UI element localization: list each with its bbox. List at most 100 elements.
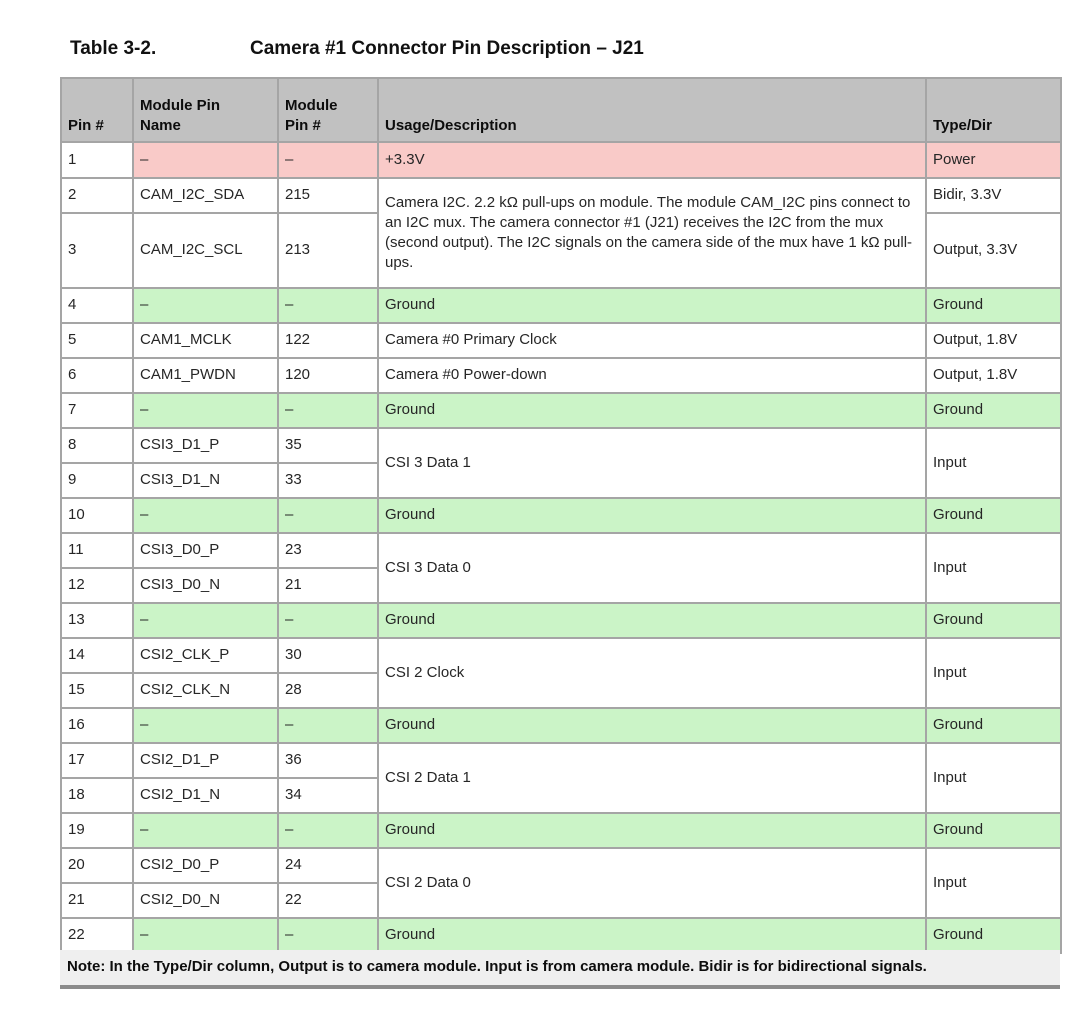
module-pin-num-cell: 36	[277, 742, 379, 779]
type-dir-cell: Input	[925, 847, 1062, 919]
usage-cell: Camera I2C. 2.2 kΩ pull-ups on module. T…	[377, 177, 927, 289]
table-row: 22 – – Ground Ground	[60, 917, 1062, 954]
pin-cell: 8	[60, 427, 134, 464]
usage-cell: Ground	[377, 707, 927, 744]
pin-cell: 13	[60, 602, 134, 639]
module-pin-name-cell: CSI3_D1_N	[132, 462, 279, 499]
module-pin-num-cell: –	[277, 602, 379, 639]
table-row: 3 CAM_I2C_SCL 213 Output, 3.3V	[60, 212, 1062, 289]
table-row: 7 – – Ground Ground	[60, 392, 1062, 429]
type-dir-cell: Input	[925, 427, 1062, 499]
table-row: 1 – – +3.3V Power	[60, 141, 1062, 179]
pin-cell: 18	[60, 777, 134, 814]
pin-cell: 2	[60, 177, 134, 214]
usage-cell: CSI 3 Data 1	[377, 427, 927, 499]
table-caption-label: Table 3-2.	[70, 38, 157, 59]
module-pin-num-cell: 34	[277, 777, 379, 814]
pin-cell: 15	[60, 672, 134, 709]
table-row: 15 CSI2_CLK_N 28	[60, 672, 1061, 709]
type-dir-cell: Power	[925, 141, 1062, 179]
module-pin-num-cell: 215	[277, 177, 379, 214]
type-dir-cell: Input	[925, 532, 1062, 604]
type-dir-cell: Ground	[925, 707, 1062, 744]
module-pin-name-cell: –	[132, 287, 279, 324]
module-pin-num-cell: –	[277, 707, 379, 744]
type-dir-cell: Input	[925, 742, 1062, 814]
header-usage-description: Usage/Description	[377, 77, 927, 143]
module-pin-num-cell: 213	[277, 212, 379, 289]
module-pin-num-cell: 28	[277, 672, 379, 709]
table-row: 11 CSI3_D0_P 23 CSI 3 Data 0 Input	[60, 532, 1062, 604]
pin-cell: 20	[60, 847, 134, 884]
table-row: 4 – – Ground Ground	[60, 287, 1062, 324]
pin-cell: 7	[60, 392, 134, 429]
header-module-pin-name: Module Pin Name	[132, 77, 279, 143]
module-pin-name-cell: CAM_I2C_SCL	[132, 212, 279, 289]
table-row: 20 CSI2_D0_P 24 CSI 2 Data 0 Input	[60, 847, 1062, 919]
table-row: 18 CSI2_D1_N 34	[60, 777, 1061, 814]
pin-cell: 19	[60, 812, 134, 849]
usage-cell: Ground	[377, 602, 927, 639]
module-pin-name-cell: –	[132, 812, 279, 849]
pin-cell: 17	[60, 742, 134, 779]
header-pin: Pin #	[60, 77, 134, 143]
pin-cell: 5	[60, 322, 134, 359]
usage-cell: Ground	[377, 812, 927, 849]
table-row: 19 – – Ground Ground	[60, 812, 1062, 849]
usage-cell: CSI 3 Data 0	[377, 532, 927, 604]
pin-cell: 11	[60, 532, 134, 569]
module-pin-num-cell: –	[277, 287, 379, 324]
module-pin-name-cell: –	[132, 917, 279, 954]
pin-cell: 21	[60, 882, 134, 919]
type-dir-cell: Ground	[925, 812, 1062, 849]
table-row: 6 CAM1_PWDN 120 Camera #0 Power-down Out…	[60, 357, 1062, 394]
table-header-row: Pin # Module Pin Name Module Pin # Usage/D…	[60, 77, 1062, 143]
type-dir-cell: Ground	[925, 497, 1062, 534]
module-pin-num-cell: –	[277, 392, 379, 429]
module-pin-num-cell: 122	[277, 322, 379, 359]
module-pin-name-cell: CSI3_D1_P	[132, 427, 279, 464]
module-pin-name-cell: CAM_I2C_SDA	[132, 177, 279, 214]
module-pin-num-cell: –	[277, 917, 379, 954]
module-pin-name-cell: CSI2_D1_N	[132, 777, 279, 814]
pin-cell: 12	[60, 567, 134, 604]
type-dir-cell: Output, 3.3V	[925, 212, 1062, 289]
module-pin-name-cell: –	[132, 707, 279, 744]
table-row: 14 CSI2_CLK_P 30 CSI 2 Clock Input	[60, 637, 1062, 709]
module-pin-num-cell: 24	[277, 847, 379, 884]
module-pin-name-cell: CSI2_D0_N	[132, 882, 279, 919]
type-dir-cell: Ground	[925, 602, 1062, 639]
usage-cell: CSI 2 Clock	[377, 637, 927, 709]
module-pin-num-cell: 120	[277, 357, 379, 394]
header-module-pin-num: Module Pin #	[277, 77, 379, 143]
header-type-dir: Type/Dir	[925, 77, 1062, 143]
pin-cell: 3	[60, 212, 134, 289]
module-pin-name-cell: CSI2_CLK_P	[132, 637, 279, 674]
module-pin-num-cell: 21	[277, 567, 379, 604]
usage-cell: Camera #0 Power-down	[377, 357, 927, 394]
module-pin-name-cell: CSI2_D0_P	[132, 847, 279, 884]
module-pin-num-cell: –	[277, 812, 379, 849]
module-pin-num-cell: 30	[277, 637, 379, 674]
pin-cell: 10	[60, 497, 134, 534]
table-caption-title: Camera #1 Connector Pin Description – J2…	[250, 38, 644, 59]
module-pin-name-cell: CAM1_PWDN	[132, 357, 279, 394]
table-row: 10 – – Ground Ground	[60, 497, 1062, 534]
module-pin-name-cell: CSI3_D0_P	[132, 532, 279, 569]
pin-description-table: Pin # Module Pin Name Module Pin # Usage/D…	[60, 77, 1062, 954]
table-row: 9 CSI3_D1_N 33	[60, 462, 1061, 499]
type-dir-cell: Output, 1.8V	[925, 322, 1062, 359]
pin-cell: 6	[60, 357, 134, 394]
module-pin-name-cell: –	[132, 141, 279, 179]
module-pin-num-cell: –	[277, 141, 379, 179]
module-pin-name-cell: CSI2_CLK_N	[132, 672, 279, 709]
usage-cell: Ground	[377, 497, 927, 534]
table-row: 17 CSI2_D1_P 36 CSI 2 Data 1 Input	[60, 742, 1062, 814]
pin-cell: 14	[60, 637, 134, 674]
type-dir-cell: Ground	[925, 287, 1062, 324]
pin-cell: 9	[60, 462, 134, 499]
module-pin-name-cell: –	[132, 602, 279, 639]
table-row: 8 CSI3_D1_P 35 CSI 3 Data 1 Input	[60, 427, 1062, 499]
module-pin-name-cell: –	[132, 497, 279, 534]
